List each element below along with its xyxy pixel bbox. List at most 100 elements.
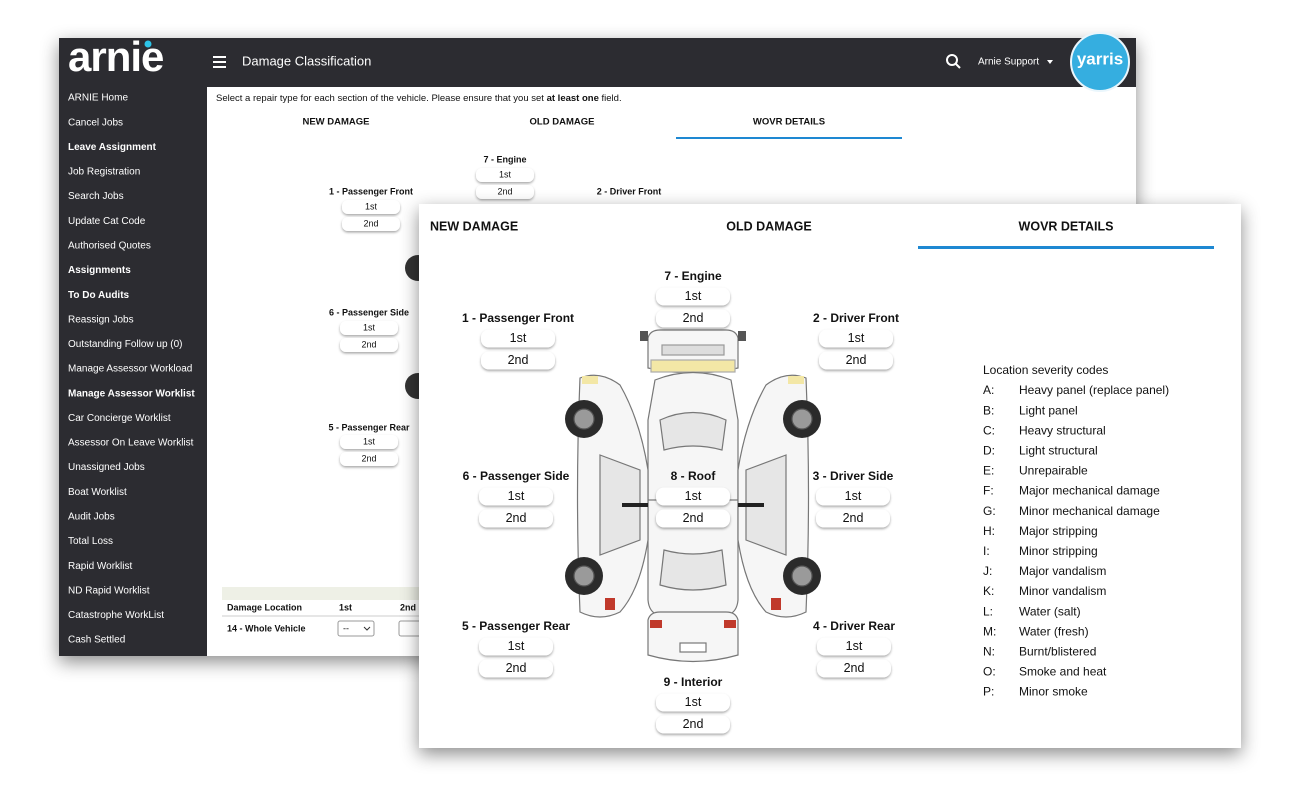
severity-button[interactable]: [340, 435, 398, 449]
severity-button[interactable]: [656, 487, 730, 506]
table-header: Damage Location: [227, 602, 302, 612]
legend-code: M:: [983, 624, 996, 638]
sidebar-item[interactable]: Authorised Quotes: [68, 240, 151, 251]
severity-button[interactable]: [481, 329, 555, 348]
sidebar-item[interactable]: Assessor On Leave Worklist: [68, 438, 194, 449]
location-label: 7 - Engine: [664, 269, 722, 283]
location-label: 2 - Driver Front: [597, 186, 662, 196]
sidebar-item[interactable]: Cash Settled: [68, 635, 125, 646]
legend-text: Major vandalism: [1019, 564, 1106, 578]
sidebar-item[interactable]: Boat Worklist: [68, 487, 127, 498]
sidebar-item[interactable]: Outstanding Follow up (0): [68, 339, 183, 350]
severity-button-label: 2nd: [843, 511, 864, 525]
tab[interactable]: WOVR DETAILS: [753, 117, 825, 128]
location-label: 5 - Passenger Rear: [462, 619, 570, 633]
severity-button[interactable]: [476, 168, 534, 182]
severity-button[interactable]: [340, 321, 398, 335]
severity-button[interactable]: [479, 509, 553, 528]
location-label: 3 - Driver Side: [813, 469, 894, 483]
tab[interactable]: OLD DAMAGE: [726, 219, 811, 233]
severity-button[interactable]: [479, 487, 553, 506]
front-window: NEW DAMAGE OLD DAMAGE WOVR DETAILS 7 - Engi…: [419, 204, 1241, 748]
user-menu[interactable]: Arnie Support: [978, 57, 1039, 68]
location-label: 6 - Passenger Side: [329, 307, 409, 317]
legend-text: Light panel: [1019, 403, 1078, 417]
sidebar-item[interactable]: Car Concierge Worklist: [68, 413, 171, 424]
sidebar-item[interactable]: ARNIE Home: [68, 93, 128, 104]
severity-button[interactable]: [656, 287, 730, 306]
sidebar-item[interactable]: Reassign Jobs: [68, 314, 134, 325]
location-label: 7 - Engine: [483, 154, 526, 164]
location-label: 5 - Passenger Rear: [328, 422, 410, 432]
instruction: Select a repair type for each section of…: [216, 93, 622, 104]
severity-button[interactable]: [817, 659, 891, 678]
severity-button[interactable]: [481, 351, 555, 370]
sidebar-item[interactable]: Manage Assessor Worklist: [68, 388, 195, 399]
severity-button[interactable]: [656, 309, 730, 328]
severity-button-label: 2nd: [683, 311, 704, 325]
sidebar-item[interactable]: Assignments: [68, 265, 131, 276]
severity-button[interactable]: [342, 217, 400, 231]
legend-code: A:: [983, 383, 994, 397]
legend-text: Minor smoke: [1019, 685, 1088, 699]
select-value[interactable]: --: [343, 623, 349, 633]
sidebar-item[interactable]: Manage Assessor Workload: [68, 364, 192, 375]
brand-logo: yarris: [1077, 49, 1123, 68]
severity-button[interactable]: [816, 509, 890, 528]
severity-button[interactable]: [656, 509, 730, 528]
severity-button[interactable]: [479, 659, 553, 678]
sidebar-item[interactable]: Unassigned Jobs: [68, 462, 145, 473]
severity-button[interactable]: [819, 351, 893, 370]
sidebar-item[interactable]: Total Loss: [68, 536, 113, 547]
sidebar-item[interactable]: Rapid Worklist: [68, 561, 132, 572]
severity-button-label: 2nd: [683, 511, 704, 525]
sidebar-item[interactable]: Audit Jobs: [68, 512, 115, 523]
location-label: 4 - Driver Rear: [813, 619, 895, 633]
severity-button-label: 1st: [508, 489, 525, 503]
sidebar-item[interactable]: ND Rapid Worklist: [68, 585, 150, 596]
legend-code: K:: [983, 584, 994, 598]
legend-text: Heavy structural: [1019, 423, 1106, 437]
sidebar-item[interactable]: Job Registration: [68, 167, 140, 178]
brand-badge: [1070, 32, 1130, 92]
legend-code: G:: [983, 504, 996, 518]
location-label: 6 - Passenger Side: [463, 469, 570, 483]
severity-button[interactable]: [656, 693, 730, 712]
severity-button[interactable]: [656, 715, 730, 734]
tab[interactable]: NEW DAMAGE: [302, 117, 369, 128]
sidebar-item[interactable]: Leave Assignment: [68, 142, 157, 153]
sidebar-item[interactable]: To Do Audits: [68, 290, 130, 301]
menu-icon[interactable]: [213, 56, 226, 68]
select-caret: [363, 626, 371, 631]
select-box[interactable]: [337, 620, 375, 637]
legend-title: Location severity codes: [983, 363, 1108, 377]
legend-code: C:: [983, 423, 995, 437]
location-label: 8 - Roof: [671, 469, 717, 483]
severity-button[interactable]: [816, 487, 890, 506]
tab[interactable]: WOVR DETAILS: [1019, 219, 1114, 233]
tab[interactable]: OLD DAMAGE: [530, 117, 595, 128]
severity-button-label: 2nd: [506, 661, 527, 675]
legend-text: Water (fresh): [1019, 624, 1089, 638]
user-dropdown-caret[interactable]: [1047, 60, 1053, 64]
severity-button[interactable]: [340, 452, 398, 466]
severity-button[interactable]: [476, 185, 534, 199]
severity-button[interactable]: [340, 338, 398, 352]
severity-button[interactable]: [342, 200, 400, 214]
search-icon[interactable]: [946, 54, 961, 69]
logo: arnie: [68, 33, 163, 80]
location-label: 1 - Passenger Front: [462, 311, 574, 325]
table-header: 2nd: [400, 602, 416, 612]
sidebar: [59, 87, 207, 656]
severity-button[interactable]: [479, 637, 553, 656]
severity-button[interactable]: [819, 329, 893, 348]
tab-indicator: [676, 137, 902, 139]
sidebar-item[interactable]: Cancel Jobs: [68, 117, 123, 128]
legend-text: Unrepairable: [1019, 464, 1088, 478]
sidebar-item[interactable]: Catastrophe WorkList: [68, 610, 164, 621]
tab[interactable]: NEW DAMAGE: [430, 219, 518, 233]
severity-button[interactable]: [817, 637, 891, 656]
sidebar-item[interactable]: Search Jobs: [68, 191, 124, 202]
sidebar-item[interactable]: Update Cat Code: [68, 216, 146, 227]
